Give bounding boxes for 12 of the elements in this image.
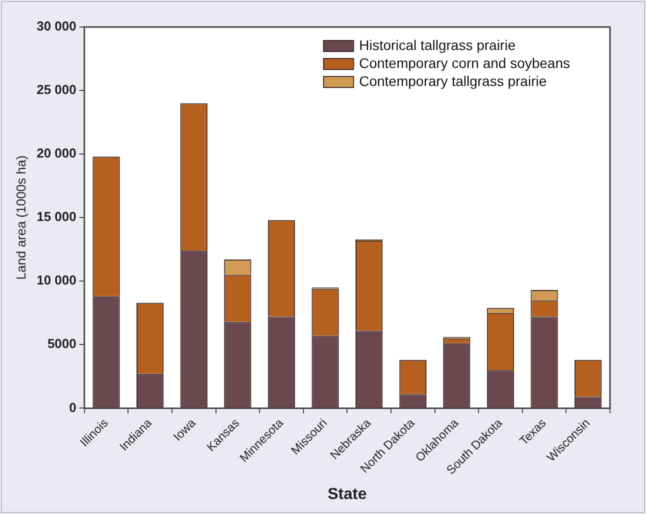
legend-label: Contemporary corn and soybeans [359,54,570,71]
y-tick-label: 20 000 [36,146,76,161]
y-tick-label: 25 000 [36,82,76,98]
legend-label: Contemporary tallgrass prairie [359,72,547,89]
x-axis-title: State [328,486,367,503]
y-tick-label: 5000 [47,336,76,352]
y-tick-label: 0 [69,400,76,415]
y-axis-title: Land area (1000s ha) [13,155,28,280]
legend-label: Historical tallgrass prairie [359,36,516,53]
y-tick-label: 30 000 [36,18,76,34]
y-tick-label: 10 000 [36,272,76,288]
y-tick-label: 15 000 [36,209,76,224]
